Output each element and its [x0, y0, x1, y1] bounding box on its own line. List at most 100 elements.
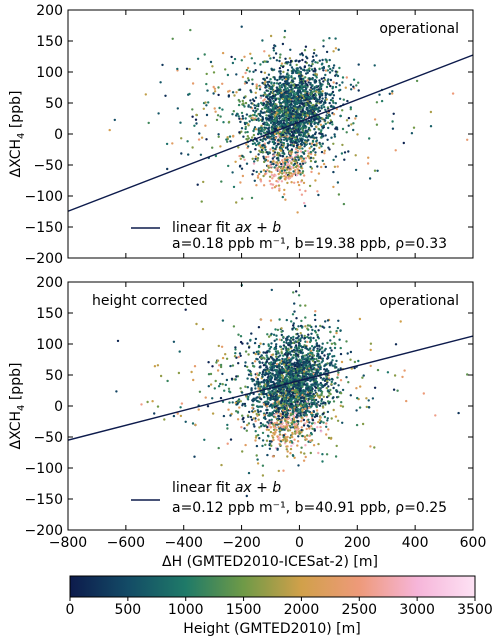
data-point — [271, 395, 275, 398]
data-point — [315, 139, 319, 142]
data-point — [297, 183, 301, 187]
data-point — [304, 80, 307, 83]
data-point — [286, 450, 289, 453]
data-point — [312, 70, 315, 73]
data-point — [314, 68, 317, 72]
data-point — [275, 59, 279, 62]
data-point — [232, 134, 235, 138]
data-point — [254, 352, 257, 356]
data-point — [257, 142, 260, 146]
data-point — [323, 152, 326, 155]
data-point — [321, 97, 324, 100]
data-point — [301, 162, 305, 165]
data-point — [289, 358, 293, 361]
data-point — [320, 85, 323, 88]
data-point — [302, 424, 306, 427]
data-point — [254, 69, 257, 72]
data-point — [354, 117, 357, 120]
data-point — [278, 318, 281, 321]
y-tick-label: 100 — [36, 65, 63, 81]
data-point — [310, 64, 313, 68]
data-point — [280, 162, 283, 166]
data-point — [257, 345, 261, 349]
data-point — [295, 317, 298, 320]
data-point — [248, 70, 251, 73]
data-point — [288, 57, 292, 60]
data-point — [278, 187, 281, 190]
data-point — [211, 365, 214, 368]
data-point — [241, 99, 244, 103]
data-point — [296, 130, 299, 133]
data-point — [373, 118, 377, 121]
data-point — [303, 139, 307, 142]
data-point — [259, 410, 262, 413]
data-point — [280, 83, 283, 87]
data-point — [288, 171, 291, 174]
data-point — [286, 162, 290, 165]
data-point — [261, 138, 264, 142]
data-point — [286, 92, 289, 95]
data-point — [321, 117, 324, 120]
data-point — [279, 121, 283, 124]
data-point — [344, 86, 347, 89]
data-point — [391, 92, 394, 95]
data-point — [369, 364, 372, 368]
data-point — [303, 360, 306, 364]
data-point — [268, 175, 272, 178]
data-point — [274, 44, 277, 48]
data-point — [331, 359, 334, 362]
data-point — [244, 385, 247, 388]
data-point — [257, 387, 260, 390]
data-point — [267, 110, 270, 114]
data-point — [246, 365, 249, 369]
data-point — [221, 51, 225, 55]
data-point — [285, 448, 288, 451]
data-point — [251, 82, 254, 86]
data-point — [316, 335, 320, 339]
data-point — [255, 83, 258, 86]
data-point — [313, 48, 316, 52]
data-point — [401, 375, 404, 379]
data-point — [301, 138, 304, 141]
data-point — [325, 59, 328, 62]
data-point — [236, 403, 239, 406]
data-point — [302, 157, 305, 160]
data-point — [245, 81, 248, 84]
data-point — [191, 146, 194, 149]
data-point — [318, 362, 321, 366]
data-point — [309, 156, 313, 159]
data-point — [267, 428, 270, 432]
data-point — [295, 59, 298, 62]
data-point — [300, 155, 303, 158]
data-point — [140, 403, 143, 406]
data-point — [307, 406, 311, 409]
data-point — [240, 167, 244, 170]
data-point — [275, 358, 278, 361]
data-point — [270, 444, 273, 447]
data-point — [315, 125, 318, 129]
data-point — [317, 365, 320, 368]
data-point — [188, 67, 191, 71]
data-point — [299, 150, 303, 153]
data-point — [244, 361, 247, 364]
data-point — [292, 83, 295, 86]
data-point — [266, 385, 269, 388]
data-point — [294, 165, 298, 169]
data-point — [297, 91, 300, 95]
data-point — [391, 120, 394, 123]
data-point — [354, 168, 358, 172]
data-point — [267, 435, 270, 438]
data-point — [313, 329, 317, 333]
data-point — [358, 317, 362, 321]
data-point — [272, 333, 276, 336]
data-point — [246, 386, 249, 389]
data-point — [279, 105, 282, 108]
data-point — [272, 100, 275, 103]
data-point — [241, 117, 245, 120]
data-point — [296, 108, 299, 112]
data-point — [336, 419, 340, 422]
data-point — [161, 63, 164, 67]
data-point — [259, 342, 262, 345]
data-point — [296, 138, 299, 141]
data-point — [251, 400, 255, 403]
